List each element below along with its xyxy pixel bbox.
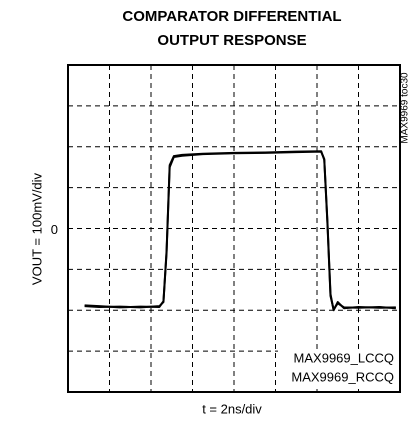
trace (84, 150, 396, 312)
legend-background (278, 349, 398, 388)
annotation: MAX9969 toc30 (400, 72, 411, 144)
x-axis-label: t = 2ns/div (202, 401, 262, 416)
y-axis-label: VOUT = 100mV/div (29, 172, 44, 285)
chart-title: COMPARATOR DIFFERENTIAL (122, 8, 341, 25)
plot-frame (67, 64, 401, 393)
trace (84, 150, 396, 311)
legend-entry: MAX9969_RCCQ (291, 369, 394, 384)
chart-title: OUTPUT RESPONSE (157, 32, 306, 49)
legend-entry: MAX9969_LCCQ (294, 350, 394, 365)
y-tick-label: 0 (51, 222, 58, 237)
